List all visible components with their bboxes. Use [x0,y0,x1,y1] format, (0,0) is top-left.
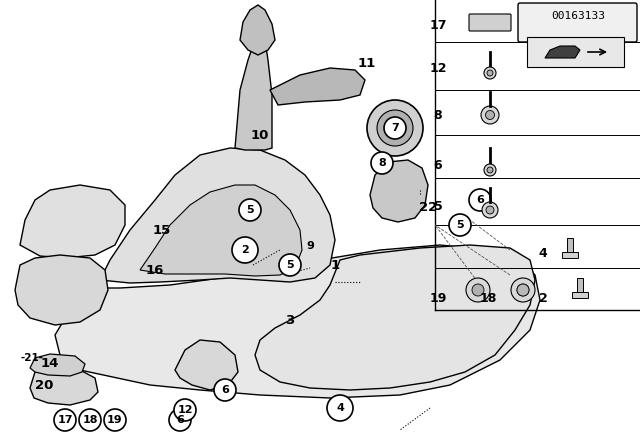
Circle shape [487,70,493,76]
Circle shape [484,67,496,79]
Text: 2: 2 [241,245,249,255]
Circle shape [214,379,236,401]
Circle shape [486,111,495,120]
Circle shape [327,395,353,421]
Circle shape [482,202,498,218]
Polygon shape [370,160,428,222]
Polygon shape [577,278,583,292]
Text: 5: 5 [246,205,254,215]
Polygon shape [240,5,275,55]
Circle shape [371,152,393,174]
Text: -21-: -21- [20,353,44,363]
Text: 3: 3 [285,314,294,327]
Circle shape [487,167,493,173]
Circle shape [232,237,258,263]
Polygon shape [30,368,98,405]
Text: 17: 17 [57,415,73,425]
Text: 8: 8 [434,108,442,121]
Text: 10: 10 [251,129,269,142]
Text: 12: 12 [429,61,447,74]
Text: 5: 5 [456,220,464,230]
Text: 18: 18 [479,292,497,305]
Text: 22: 22 [419,201,437,214]
Text: 18: 18 [83,415,98,425]
FancyBboxPatch shape [518,3,637,42]
Circle shape [517,284,529,296]
Circle shape [79,409,101,431]
Circle shape [466,278,490,302]
Polygon shape [15,255,108,325]
Text: 6: 6 [434,159,442,172]
Polygon shape [255,245,535,390]
Text: 7: 7 [391,123,399,133]
Text: 6: 6 [176,415,184,425]
Text: 6: 6 [221,385,229,395]
Circle shape [377,110,413,146]
Text: 19: 19 [107,415,123,425]
Circle shape [517,284,529,296]
Text: 6: 6 [476,195,484,205]
Text: 11: 11 [358,56,376,69]
Text: 19: 19 [429,292,447,305]
Polygon shape [175,340,238,390]
Circle shape [367,100,423,156]
Circle shape [239,199,261,221]
Text: 5: 5 [434,199,442,212]
Text: 17: 17 [429,18,447,31]
Text: 4: 4 [539,246,547,259]
Circle shape [104,409,126,431]
Text: 1: 1 [330,258,340,271]
Circle shape [384,117,406,139]
Circle shape [449,214,471,236]
Circle shape [472,284,484,296]
Circle shape [469,189,491,211]
Circle shape [169,409,191,431]
Circle shape [484,164,496,176]
Polygon shape [545,46,580,58]
Text: 12: 12 [177,405,193,415]
Polygon shape [140,185,302,276]
Polygon shape [20,185,125,258]
Text: 16: 16 [146,263,164,276]
Text: 20: 20 [35,379,53,392]
Text: 2: 2 [539,292,547,305]
Text: 14: 14 [41,357,59,370]
Circle shape [511,278,535,302]
Circle shape [279,254,301,276]
Text: 4: 4 [336,403,344,413]
Polygon shape [562,252,578,258]
Text: 15: 15 [153,224,171,237]
Polygon shape [567,238,573,252]
Text: 8: 8 [378,158,386,168]
Circle shape [481,106,499,124]
Polygon shape [572,292,588,298]
Polygon shape [100,148,335,283]
Text: 5: 5 [286,260,294,270]
Circle shape [174,399,196,421]
Polygon shape [235,35,272,150]
Polygon shape [270,68,365,105]
Polygon shape [55,245,540,398]
Circle shape [54,409,76,431]
Text: 00163133: 00163133 [551,11,605,21]
Polygon shape [30,354,85,376]
Circle shape [486,206,494,214]
FancyBboxPatch shape [527,37,624,67]
Text: 9: 9 [306,241,314,251]
FancyBboxPatch shape [469,14,511,31]
